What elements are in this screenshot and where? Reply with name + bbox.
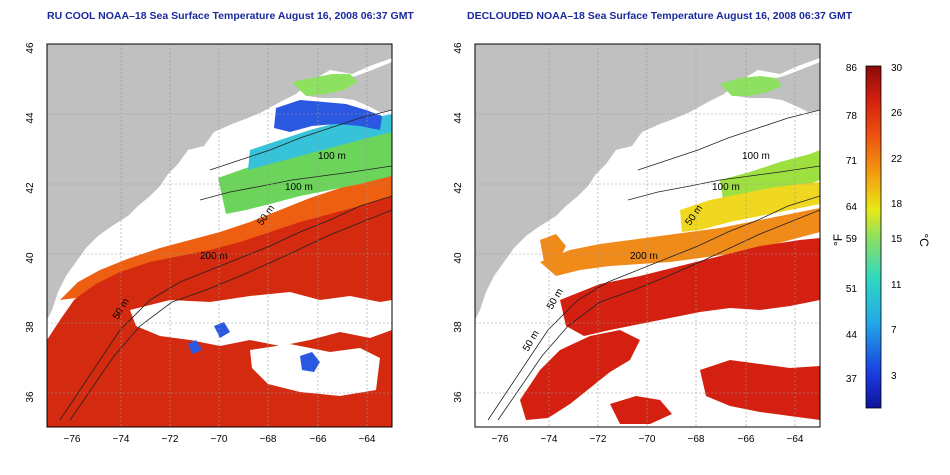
y-tick-label: 38 xyxy=(453,321,464,333)
y-tick-label: 40 xyxy=(25,252,36,264)
y-tick-label: 36 xyxy=(25,391,36,403)
left-map-title: RU COOL NOAA–18 Sea Surface Temperature … xyxy=(47,10,414,22)
x-tick-label: −66 xyxy=(310,434,327,445)
right-map-frame xyxy=(474,43,821,428)
c-tick-label: 22 xyxy=(891,154,903,165)
f-tick-label: 59 xyxy=(846,234,858,245)
x-tick-label: −72 xyxy=(590,434,607,445)
left-y-ticks: 46 44 42 40 38 36 xyxy=(25,42,36,403)
x-tick-label: −70 xyxy=(639,434,656,445)
y-tick-label: 46 xyxy=(453,42,464,54)
x-tick-label: −76 xyxy=(492,434,509,445)
right-land-mass xyxy=(475,44,820,320)
left-green-gulf-water xyxy=(218,120,392,214)
y-tick-label: 44 xyxy=(453,112,464,124)
colorbar-gradient xyxy=(865,65,882,409)
y-tick-label: 42 xyxy=(453,182,464,194)
x-tick-label: −76 xyxy=(64,434,81,445)
left-cyan-patches xyxy=(248,114,392,170)
y-tick-label: 38 xyxy=(25,321,36,333)
left-blue-speckle xyxy=(188,322,320,372)
right-isobath-label: 100 m xyxy=(742,151,770,162)
colorbar-c-ticks: 30 26 22 18 15 11 7 3 xyxy=(891,63,903,382)
y-tick-label: 44 xyxy=(25,112,36,124)
right-grid xyxy=(475,44,820,427)
right-x-ticks: −76 −74 −72 −70 −68 −66 −64 xyxy=(492,434,804,445)
f-tick-label: 44 xyxy=(846,330,858,341)
c-tick-label: 30 xyxy=(891,63,903,74)
x-tick-label: −64 xyxy=(787,434,804,445)
x-tick-label: −74 xyxy=(113,434,130,445)
x-tick-label: −64 xyxy=(359,434,376,445)
x-tick-label: −72 xyxy=(162,434,179,445)
right-orange-western-patch xyxy=(540,234,566,262)
left-orange-shelf-water xyxy=(60,172,392,300)
f-tick-label: 37 xyxy=(846,374,858,385)
c-tick-label: 15 xyxy=(891,234,903,245)
c-tick-label: 11 xyxy=(891,280,902,291)
x-tick-label: −68 xyxy=(260,434,277,445)
f-tick-label: 64 xyxy=(846,202,858,213)
left-isobath-label: 100 m xyxy=(318,151,346,162)
x-tick-label: −68 xyxy=(688,434,705,445)
right-y-ticks: 46 44 42 40 38 36 xyxy=(453,42,464,403)
right-isobath-label: 100 m xyxy=(712,182,740,193)
right-yellow-slope-water xyxy=(680,182,820,232)
left-isobath-label: 100 m xyxy=(285,182,313,193)
left-blue-cold-water xyxy=(274,100,382,132)
c-tick-label: 18 xyxy=(891,199,903,210)
right-isobath-lines xyxy=(487,109,820,421)
left-map-frame xyxy=(46,43,393,428)
f-tick-label: 86 xyxy=(846,63,858,74)
left-green-bay-of-fundy xyxy=(292,74,358,96)
right-orange-gulf-stream xyxy=(540,208,820,276)
f-tick-label: 51 xyxy=(846,284,858,295)
x-tick-label: −66 xyxy=(738,434,755,445)
c-tick-label: 7 xyxy=(891,325,897,336)
left-grid xyxy=(47,44,392,427)
left-land-mass xyxy=(47,44,392,320)
colorbar-unit-fahrenheit: °F xyxy=(831,234,845,246)
left-x-ticks: −76 −74 −72 −70 −68 −66 −64 xyxy=(64,434,376,445)
colorbar: 86 78 71 64 59 51 44 37 30 26 22 18 15 1… xyxy=(831,63,931,409)
f-tick-label: 71 xyxy=(846,156,858,167)
right-isobath-label: 200 m xyxy=(630,251,658,262)
colorbar-unit-celsius: °C xyxy=(917,233,931,247)
left-isobath-lines xyxy=(59,109,392,421)
left-isobath-label: 200 m xyxy=(200,251,228,262)
c-tick-label: 26 xyxy=(891,108,903,119)
x-tick-label: −70 xyxy=(211,434,228,445)
x-tick-label: −74 xyxy=(541,434,558,445)
right-warm-southern-blobs xyxy=(520,330,820,424)
y-tick-label: 36 xyxy=(453,391,464,403)
left-map-panel: 100 m 100 m 50 m 200 m 50 m xyxy=(47,44,392,427)
y-tick-label: 42 xyxy=(25,182,36,194)
left-cloud-band xyxy=(130,292,392,346)
y-tick-label: 46 xyxy=(25,42,36,54)
right-green-bay-of-fundy xyxy=(720,76,782,96)
colorbar-f-ticks: 86 78 71 64 59 51 44 37 xyxy=(846,63,858,385)
c-tick-label: 3 xyxy=(891,371,897,382)
right-map-panel: 100 m 100 m 50 m 200 m 50 m 50 m xyxy=(475,44,820,427)
f-tick-label: 78 xyxy=(846,111,858,122)
right-map-title: DECLOUDED NOAA–18 Sea Surface Temperatur… xyxy=(467,10,853,22)
right-warm-eddies xyxy=(560,238,820,336)
y-tick-label: 40 xyxy=(453,252,464,264)
